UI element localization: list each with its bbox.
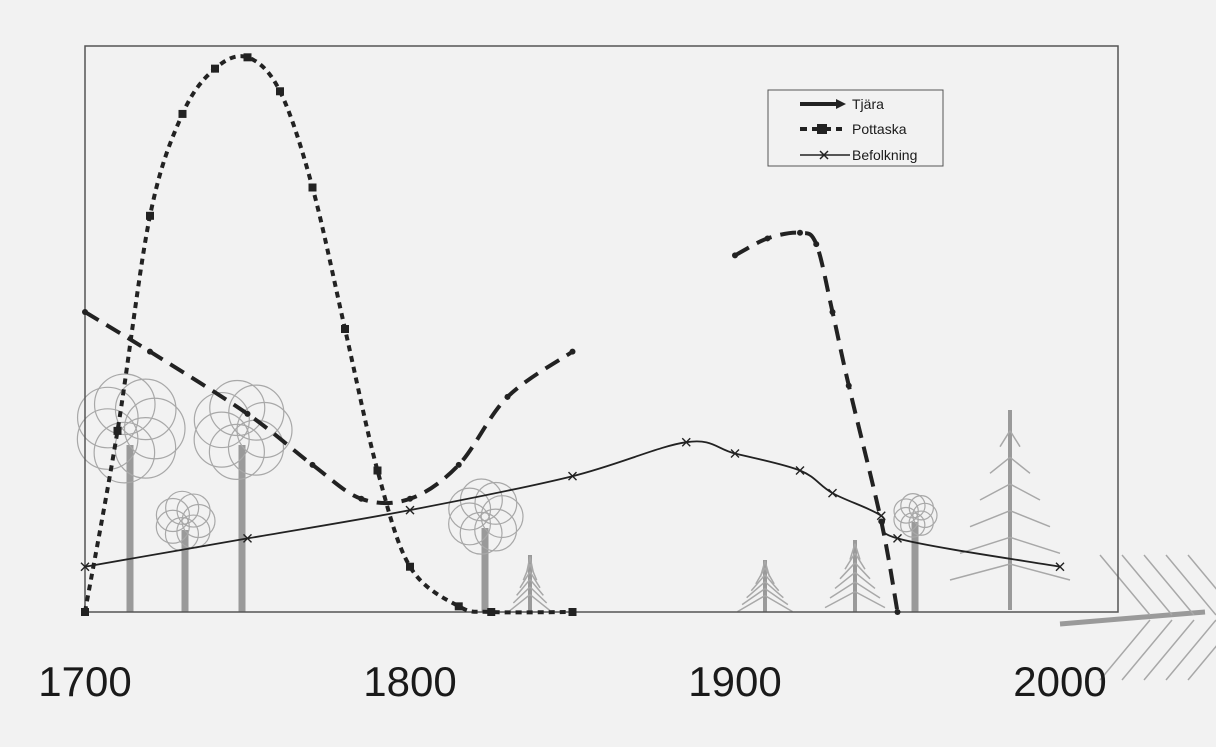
legend-box [767,89,944,167]
data-point-pottaska [454,602,463,611]
data-point-tjra [797,229,803,236]
legend-label-tjara: Tjära [852,96,884,112]
data-point-befolkning [80,562,90,572]
data-point-pottaska [113,426,122,435]
data-point-pottaska [487,608,496,616]
data-point-befolkning [1055,562,1065,572]
data-point-tjra [813,241,820,248]
series-line-tjra [734,230,900,613]
data-point-befolkning [893,533,902,543]
data-point-tjra [358,495,365,502]
data-point-befolkning [730,449,740,459]
data-point-befolkning [243,533,252,543]
data-point-pottaska [243,53,252,62]
data-point-tjra [82,309,88,316]
tree-drawings [76,373,1216,681]
data-point-tjra [764,235,771,242]
data-point-tjra [732,252,738,259]
legend-label-pottaska: Pottaska [852,121,907,137]
data-point-pottaska [81,608,89,616]
data-point-pottaska [373,466,382,475]
data-point-tjra [244,410,251,417]
data-point-befolkning [568,471,577,481]
series-line-befolkning [84,440,1061,568]
x-tick-label: 1700 [38,658,131,705]
plot-area [84,45,1119,613]
data-point-pottaska [146,211,154,220]
series-layer [80,53,1065,616]
data-point-tjra [894,609,901,615]
data-point-befolkning [795,466,805,475]
data-point-pottaska [406,562,414,571]
legend-marker-befolkning [819,150,829,160]
data-point-tjra [147,348,153,355]
data-point-tjra [845,382,852,389]
data-point-tjra [569,348,576,355]
x-tick-label: 1800 [363,658,456,705]
data-point-befolkning [681,437,691,447]
x-tick-label: 1900 [688,658,781,705]
data-point-pottaska [341,325,349,333]
data-point-befolkning [876,511,886,521]
legend: Tjära Pottaska Befolkning [767,89,944,167]
data-point-tjra [309,461,316,468]
x-axis: 1700 1800 1900 2000 [38,658,1106,705]
data-point-tjra [504,393,511,400]
series-line-tjra [83,310,574,506]
legend-marker-tjara [836,99,846,109]
legend-label-befolkning: Befolkning [852,147,917,163]
data-point-tjra [829,309,836,316]
data-point-pottaska [308,183,317,192]
data-point-pottaska [276,87,284,96]
legend-marker-pottaska [817,124,827,134]
data-point-tjra [407,495,413,502]
data-point-befolkning [828,488,837,498]
data-point-pottaska [178,109,187,118]
series-line-pottaska [83,54,573,615]
data-point-pottaska [568,608,577,616]
x-tick-label: 2000 [1013,658,1106,705]
data-point-pottaska [211,64,219,73]
data-point-befolkning [405,505,415,515]
data-point-tjra [455,461,462,468]
data-point-tjra [878,518,885,525]
